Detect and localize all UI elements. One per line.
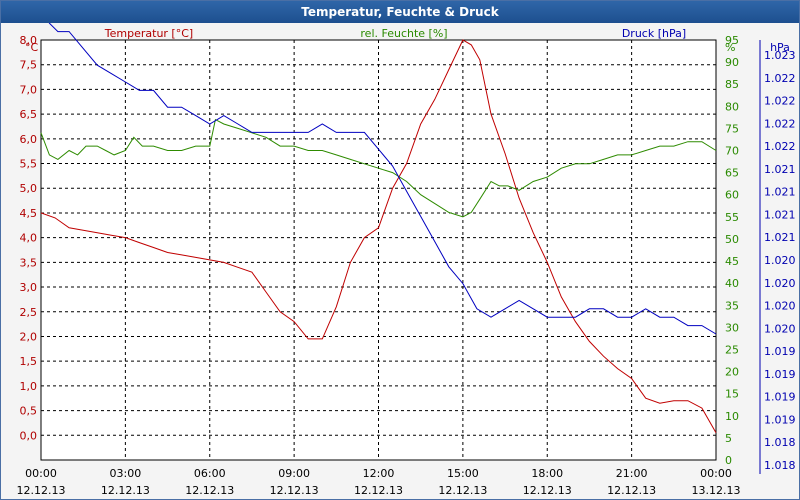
x-tick-time: 12:00 — [363, 467, 395, 480]
pressure-tick-label: 1.018 — [764, 436, 796, 449]
temperature-tick-label: 0,0 — [20, 429, 38, 442]
x-tick-date: 12.12.13 — [270, 484, 319, 497]
pressure-tick-label: 1.019 — [764, 368, 796, 381]
temperature-tick-label: 6,0 — [20, 133, 38, 146]
humidity-tick-label: 85 — [725, 78, 739, 91]
series-line-pressure — [48, 23, 717, 335]
humidity-tick-label: 75 — [725, 122, 739, 135]
x-tick-time: 00:00 — [700, 467, 732, 480]
temperature-tick-label: 7,0 — [20, 83, 38, 96]
temperature-tick-label: 4,0 — [20, 232, 38, 245]
pressure-tick-label: 1.020 — [764, 300, 796, 313]
series-line-humidity — [40, 118, 717, 218]
series-line-temperature — [40, 39, 717, 434]
humidity-tick-label: 10 — [725, 410, 739, 423]
chart-title: Temperatur, Feuchte & Druck — [1, 1, 799, 23]
grid-lines — [41, 39, 761, 474]
x-tick-time: 00:00 — [25, 467, 57, 480]
pressure-tick-label: 1.022 — [764, 95, 796, 108]
temperature-tick-label: 3,0 — [20, 281, 38, 294]
temperature-tick-label: 6,5 — [20, 108, 38, 121]
x-tick-date: 12.12.13 — [101, 484, 150, 497]
pressure-axis-label: Druck [hPa] — [622, 27, 686, 40]
x-tick-date: 12.12.13 — [438, 484, 487, 497]
humidity-tick-label: 55 — [725, 211, 739, 224]
pressure-tick-label: 1.020 — [764, 277, 796, 290]
x-tick-date: 12.12.13 — [523, 484, 572, 497]
pressure-tick-label: 1.020 — [764, 254, 796, 267]
temperature-tick-label: 2,5 — [20, 306, 38, 319]
temperature-tick-label: 1,0 — [20, 380, 38, 393]
temperature-tick-label: 8,0 — [20, 34, 38, 47]
temperature-unit: °C — [25, 41, 39, 54]
temperature-tick-label: 1,5 — [20, 355, 38, 368]
humidity-tick-label: 70 — [725, 145, 739, 158]
temperature-tick-label: 7,5 — [20, 59, 38, 72]
humidity-tick-label: 0 — [725, 454, 732, 467]
x-tick-time: 21:00 — [616, 467, 648, 480]
humidity-tick-label: 40 — [725, 277, 739, 290]
x-tick-time: 03:00 — [110, 467, 142, 480]
x-tick-time: 09:00 — [278, 467, 310, 480]
pressure-tick-label: 1.019 — [764, 345, 796, 358]
x-tick-time: 18:00 — [531, 467, 563, 480]
temperature-tick-label: 2,0 — [20, 330, 38, 343]
pressure-tick-label: 1.022 — [764, 72, 796, 85]
temperature-tick-label: 3,5 — [20, 256, 38, 269]
x-tick-time: 06:00 — [194, 467, 226, 480]
humidity-tick-label: 15 — [725, 388, 739, 401]
pressure-tick-label: 1.023 — [764, 49, 796, 62]
humidity-tick-label: 45 — [725, 255, 739, 268]
humidity-tick-label: 95 — [725, 34, 739, 47]
humidity-tick-label: 5 — [725, 432, 732, 445]
pressure-tick-label: 1.021 — [764, 163, 796, 176]
temperature-axis-label: Temperatur [°C] — [104, 27, 193, 40]
x-tick-date: 13.12.13 — [692, 484, 741, 497]
x-tick-date: 12.12.13 — [17, 484, 66, 497]
pressure-tick-label: 1.018 — [764, 459, 796, 472]
humidity-tick-label: 35 — [725, 299, 739, 312]
pressure-tick-label: 1.021 — [764, 186, 796, 199]
pressure-tick-label: 1.022 — [764, 117, 796, 130]
pressure-tick-label: 1.021 — [764, 231, 796, 244]
axis-labels: 00:00 12.12.13 03:00 12.12.13 06:00 12.12.13 0… — [17, 27, 796, 497]
humidity-tick-label: 90 — [725, 56, 739, 69]
series-lines — [40, 23, 717, 434]
humidity-tick-label: 25 — [725, 343, 739, 356]
humidity-tick-label: 65 — [725, 167, 739, 180]
pressure-tick-label: 1.019 — [764, 391, 796, 404]
humidity-axis-label: rel. Feuchte [%] — [360, 27, 447, 40]
chart-svg: 00:00 12.12.13 03:00 12.12.13 06:00 12.12.13 0… — [17, 23, 796, 497]
humidity-unit: % — [725, 41, 735, 54]
x-tick-time: 15:00 — [447, 467, 479, 480]
temperature-tick-label: 4,5 — [20, 207, 38, 220]
pressure-unit: hPa — [770, 41, 790, 54]
humidity-tick-label: 50 — [725, 233, 739, 246]
temperature-tick-label: 5,5 — [20, 158, 38, 171]
x-tick-date: 12.12.13 — [354, 484, 403, 497]
pressure-tick-label: 1.021 — [764, 208, 796, 221]
pressure-tick-label: 1.020 — [764, 322, 796, 335]
x-tick-date: 12.12.13 — [185, 484, 234, 497]
pressure-tick-label: 1.022 — [764, 140, 796, 153]
humidity-tick-label: 60 — [725, 189, 739, 202]
pressure-tick-label: 1.019 — [764, 413, 796, 426]
humidity-tick-label: 20 — [725, 366, 739, 379]
humidity-tick-label: 30 — [725, 321, 739, 334]
temperature-tick-label: 0,5 — [20, 405, 38, 418]
humidity-tick-label: 80 — [725, 100, 739, 113]
x-tick-date: 12.12.13 — [607, 484, 656, 497]
temperature-tick-label: 5,0 — [20, 182, 38, 195]
